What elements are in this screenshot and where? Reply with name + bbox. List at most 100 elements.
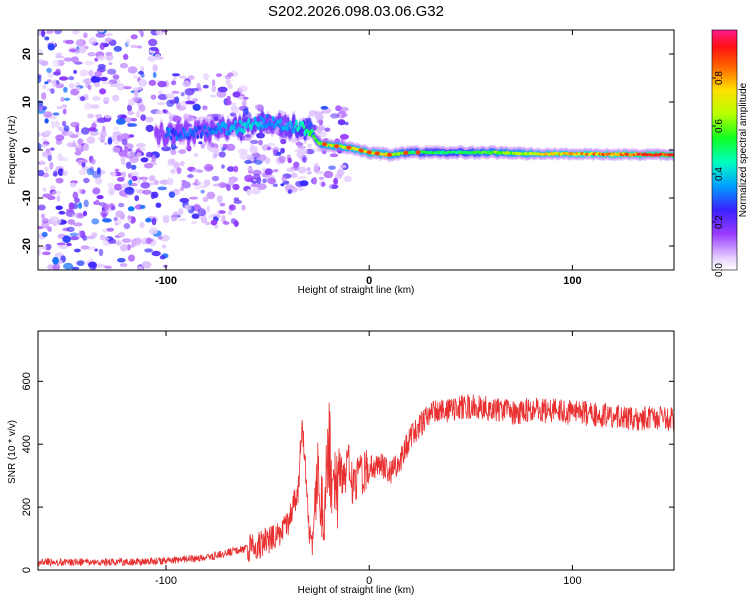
noise-blob <box>94 71 102 78</box>
noise-blob <box>145 124 154 132</box>
noise-blob <box>97 263 102 269</box>
noise-blob <box>200 189 205 194</box>
noise-blob <box>77 138 84 146</box>
noise-blob <box>97 55 106 61</box>
noise-blob <box>128 254 135 262</box>
ridge-core-cell <box>196 133 200 140</box>
noise-blob <box>47 264 54 270</box>
x-tick-label: 0 <box>366 575 372 587</box>
noise-blob <box>206 205 211 213</box>
noise-blob <box>119 244 129 252</box>
ridge-mid-cell <box>292 113 296 128</box>
noise-blob <box>344 121 349 126</box>
ridge-core-cell <box>271 115 275 122</box>
noise-blob <box>112 94 120 102</box>
noise-blob <box>210 219 218 226</box>
noise-blob <box>98 248 104 257</box>
noise-blob <box>140 157 149 163</box>
y-tick-label: 10 <box>21 96 33 108</box>
noise-blob <box>202 105 208 111</box>
noise-blob <box>107 182 114 188</box>
noise-blob <box>124 186 135 195</box>
ridge-core-cell <box>287 126 291 131</box>
spectrogram-xlabel: Height of straight line (km) <box>298 285 415 296</box>
noise-blob <box>56 242 66 246</box>
ridge-core-cell <box>295 119 298 126</box>
colorbar-label: Normalized spectral amplitude <box>738 82 749 217</box>
noise-blob <box>69 236 80 241</box>
x-tick-label: 0 <box>366 275 372 287</box>
ridge-core-cell <box>278 123 281 128</box>
noise-blob <box>55 177 64 184</box>
noise-blob <box>267 146 272 151</box>
snr-ylabel: SNR (10 * v/v) <box>7 420 18 484</box>
noise-blob <box>88 37 97 45</box>
noise-blob <box>191 220 198 225</box>
y-tick-label: -10 <box>21 190 33 206</box>
heatmap-noise-blobs <box>38 30 352 270</box>
noise-blob <box>40 60 49 66</box>
noise-blob <box>252 169 262 176</box>
noise-blob <box>111 205 116 211</box>
noise-blob <box>42 193 53 198</box>
ridge-core-cell <box>297 125 301 131</box>
noise-blob <box>256 183 267 191</box>
noise-blob <box>178 149 187 155</box>
colorbar-tick-label: 0.6 <box>714 119 725 133</box>
noise-blob <box>113 241 123 245</box>
noise-blob <box>212 153 217 159</box>
noise-blob <box>88 261 98 270</box>
noise-blob <box>231 106 240 114</box>
noise-blob <box>46 225 52 231</box>
noise-blob <box>170 148 177 155</box>
noise-blob <box>110 171 117 177</box>
noise-blob <box>226 95 231 101</box>
noise-blob <box>166 111 172 116</box>
ridge-core-cell <box>270 122 274 127</box>
noise-blob <box>90 104 100 109</box>
noise-blob <box>77 188 83 194</box>
ridge-core-cell <box>301 121 304 127</box>
ridge-core-cell <box>260 123 264 130</box>
noise-blob <box>58 76 69 81</box>
noise-blob <box>136 110 140 118</box>
noise-blob <box>90 158 96 165</box>
noise-blob <box>77 159 86 163</box>
ridge-core-cell <box>256 122 259 128</box>
noise-blob <box>297 166 307 174</box>
noise-blob <box>130 34 138 40</box>
noise-blob <box>328 165 336 170</box>
noise-blob <box>127 206 135 212</box>
noise-blob <box>252 173 261 180</box>
noise-blob <box>216 196 224 200</box>
noise-blob <box>108 62 113 65</box>
noise-blob <box>150 46 159 51</box>
noise-blob <box>132 96 139 103</box>
noise-blob <box>118 202 125 208</box>
noise-blob <box>92 96 101 101</box>
ridge-core-cell <box>252 122 256 126</box>
noise-blob <box>55 205 63 211</box>
noise-blob <box>225 143 236 151</box>
noise-blob <box>193 152 199 158</box>
colorbar-tick-label: 0.0 <box>714 263 725 277</box>
x-tick-label: -100 <box>155 275 177 287</box>
noise-blob <box>75 212 85 219</box>
noise-blob <box>119 62 128 69</box>
ridge-hot-spot <box>334 144 340 149</box>
noise-blob <box>104 115 112 119</box>
noise-blob <box>56 106 63 110</box>
ridge-core-cell <box>204 131 208 135</box>
noise-blob <box>117 257 126 263</box>
noise-blob <box>151 217 157 226</box>
noise-blob <box>49 161 54 170</box>
noise-blob <box>83 93 89 98</box>
noise-blob <box>233 220 239 227</box>
noise-blob <box>186 145 192 152</box>
noise-blob <box>86 136 96 144</box>
noise-blob <box>99 88 107 95</box>
spectrogram-ylabel: Frequency (Hz) <box>7 116 18 185</box>
ridge-core-cell <box>241 122 245 127</box>
noise-blob <box>180 141 186 146</box>
ridge-core-cell <box>201 130 205 137</box>
